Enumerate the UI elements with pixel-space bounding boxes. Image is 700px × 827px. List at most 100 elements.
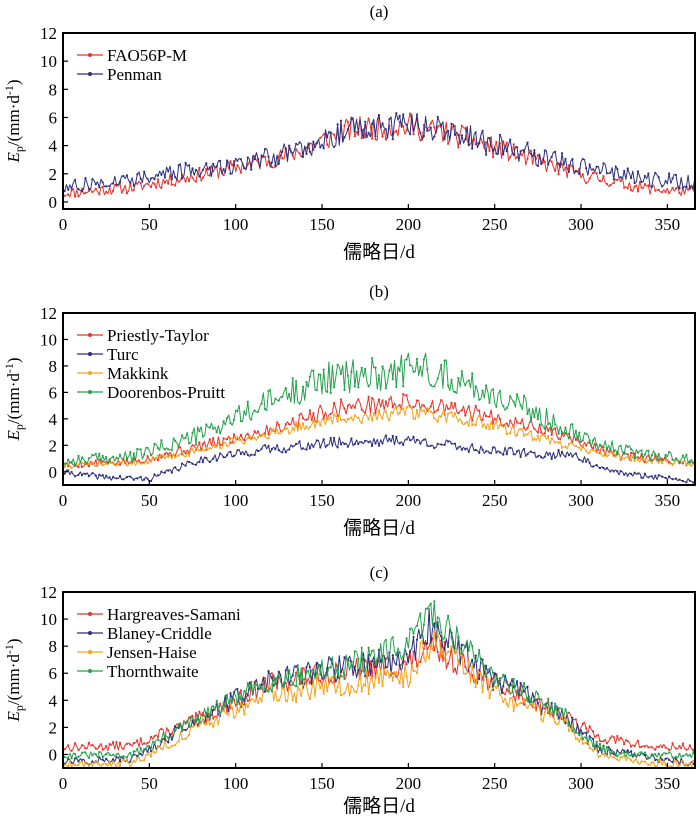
data-point: [384, 410, 387, 413]
data-point: [436, 442, 439, 445]
data-point: [422, 623, 425, 626]
data-point: [471, 644, 474, 648]
data-point: [485, 450, 488, 453]
data-point: [571, 423, 574, 426]
data-point: [377, 409, 381, 412]
data-point: [184, 729, 187, 732]
data-point: [650, 454, 653, 457]
data-point: [384, 666, 387, 669]
data-point: [212, 717, 215, 720]
data-point: [222, 437, 225, 440]
data-point: [298, 683, 301, 686]
data-point: [616, 734, 619, 738]
data-point: [105, 763, 108, 766]
data-point: [592, 449, 595, 452]
data-point: [229, 172, 232, 175]
data-point: [436, 377, 439, 380]
data-point: [319, 687, 322, 690]
data-point: [333, 675, 336, 679]
data-point: [626, 756, 629, 759]
data-point: [239, 171, 242, 174]
data-point: [329, 132, 332, 135]
data-point: [540, 718, 543, 721]
data-point: [98, 751, 101, 754]
data-point: [136, 739, 139, 742]
data-point: [329, 436, 332, 440]
y-tick-label: 4: [49, 137, 58, 156]
data-point: [84, 747, 87, 750]
data-point: [80, 461, 84, 464]
data-point: [661, 185, 664, 188]
data-point: [384, 434, 387, 437]
data-point: [681, 186, 685, 189]
data-point: [557, 437, 560, 440]
data-point: [540, 698, 543, 701]
data-point: [219, 159, 222, 162]
data-point: [87, 756, 90, 760]
data-point: [118, 741, 122, 744]
data-point: [526, 141, 529, 144]
data-point: [74, 752, 77, 755]
data-point: [139, 737, 142, 740]
data-point: [70, 466, 73, 470]
data-point: [374, 676, 377, 680]
data-point: [409, 112, 412, 115]
data-point: [688, 762, 691, 765]
data-point: [153, 741, 156, 745]
data-point: [329, 658, 332, 661]
data-point: [405, 394, 408, 397]
data-point: [571, 716, 574, 719]
data-point: [502, 691, 505, 695]
data-point: [516, 680, 519, 683]
legend-item: Jensen-Haise: [77, 643, 197, 662]
data-point: [674, 173, 678, 177]
data-point: [550, 433, 553, 436]
data-point: [163, 740, 166, 743]
data-point: [557, 722, 560, 725]
data-point: [522, 697, 526, 701]
data-point: [136, 461, 139, 464]
data-point: [339, 694, 343, 697]
data-point: [636, 451, 640, 454]
data-point: [208, 460, 211, 464]
data-point: [198, 724, 201, 727]
data-point: [153, 442, 156, 445]
data-point: [236, 706, 239, 709]
data-point: [198, 166, 201, 169]
data-point: [122, 758, 125, 762]
data-point: [481, 418, 484, 421]
data-point: [150, 177, 153, 180]
data-point: [481, 448, 484, 451]
legend-item: Penman: [77, 65, 162, 84]
data-point: [222, 420, 225, 423]
data-point: [488, 137, 491, 140]
data-point: [139, 475, 142, 478]
data-point: [612, 736, 615, 739]
data-point: [170, 736, 173, 739]
data-point: [181, 451, 184, 454]
data-point: [602, 162, 605, 165]
data-point: [115, 477, 118, 480]
data-point: [270, 676, 273, 679]
data-point: [87, 465, 90, 468]
legend-swatch-marker: [88, 631, 92, 635]
data-point: [412, 370, 415, 373]
data-point: [295, 142, 298, 145]
data-point: [471, 147, 474, 150]
data-point: [243, 713, 246, 716]
data-point: [433, 600, 436, 603]
data-point: [471, 658, 474, 661]
data-point: [664, 752, 667, 755]
data-point: [657, 461, 660, 464]
data-point: [198, 710, 201, 713]
data-point: [381, 399, 384, 402]
data-point: [263, 434, 267, 437]
data-point: [163, 181, 166, 184]
data-point: [160, 470, 163, 473]
data-point: [222, 174, 225, 177]
data-point: [326, 444, 329, 447]
data-point: [440, 363, 443, 367]
data-point: [509, 432, 512, 435]
data-point: [291, 699, 294, 702]
y-tick-label: 2: [49, 165, 58, 184]
